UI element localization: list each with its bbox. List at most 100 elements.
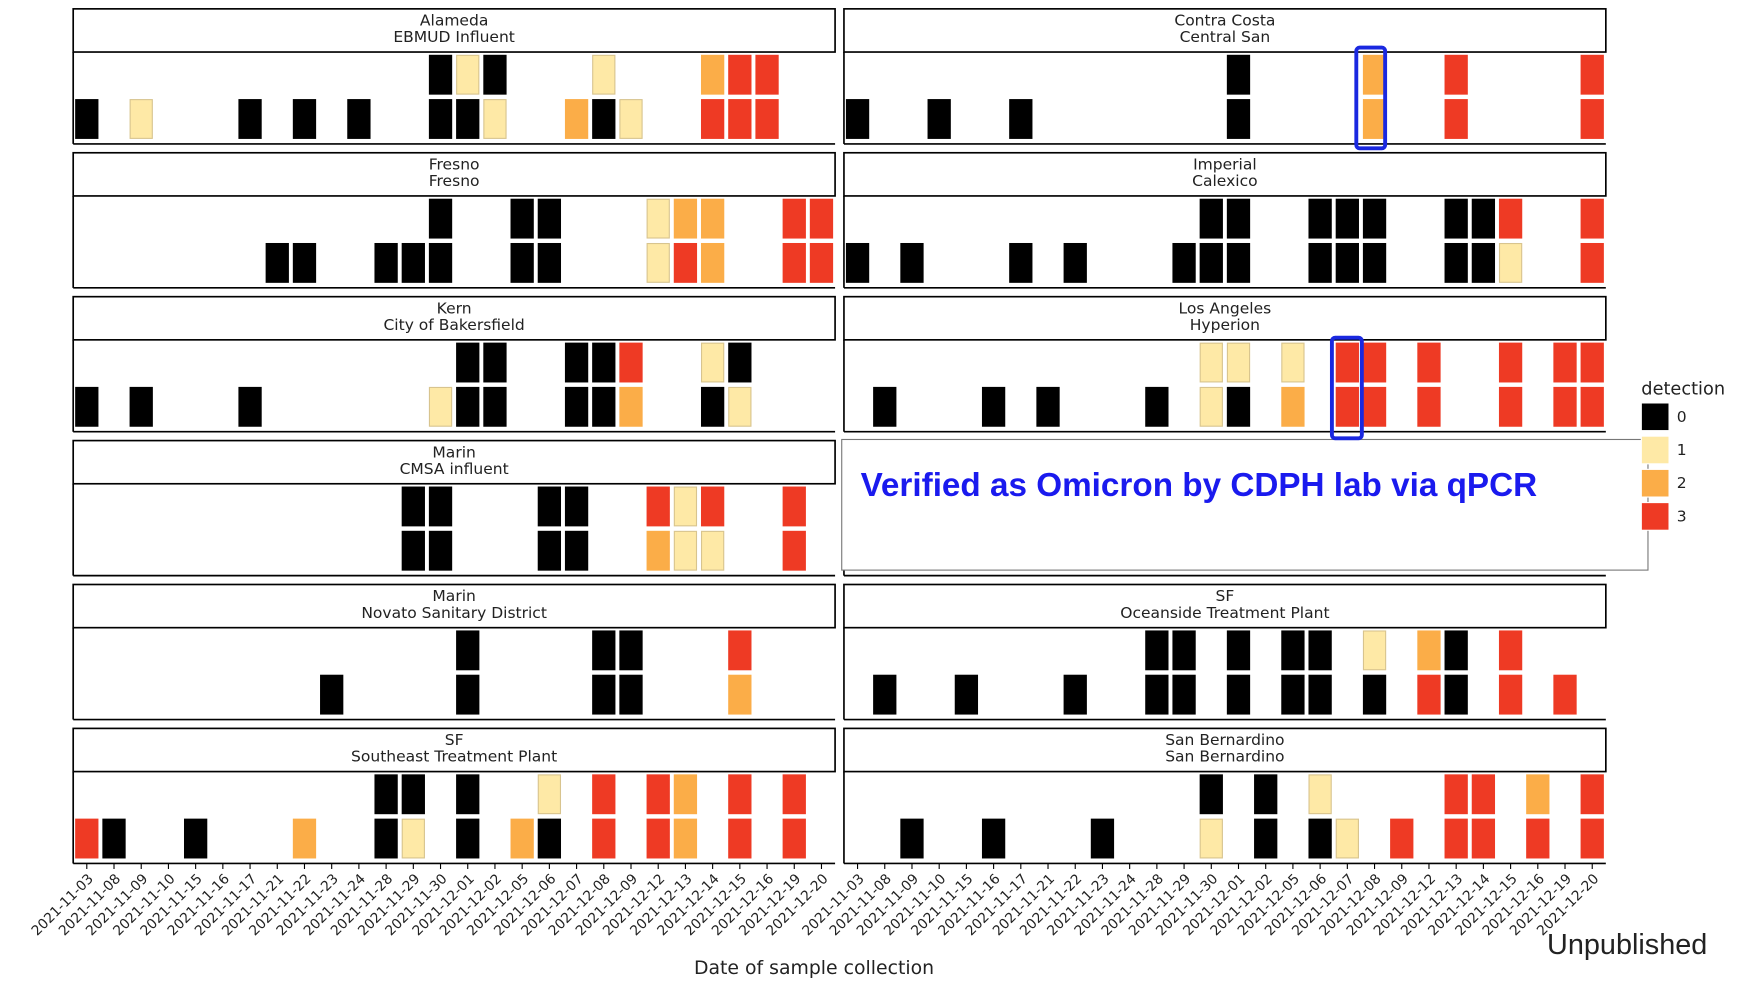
tile: [1145, 674, 1169, 715]
tile: [782, 774, 806, 815]
tile: [1199, 774, 1223, 815]
tile: [456, 630, 480, 671]
tile: [537, 486, 562, 527]
tile: [646, 486, 670, 527]
tile: [1471, 818, 1496, 859]
strip-county: Alameda: [420, 12, 488, 30]
strip: [72, 727, 836, 773]
tile: [782, 486, 806, 527]
tile: [728, 54, 752, 95]
tile: [75, 818, 99, 859]
tile: [673, 198, 698, 239]
tile: [1335, 386, 1359, 427]
tile: [537, 818, 562, 859]
tile: [592, 630, 616, 671]
tile: [564, 342, 589, 383]
tile: [728, 774, 752, 815]
annotation: Verified as Omicron by CDPH lab via qPCR: [861, 467, 1538, 504]
tile: [456, 386, 480, 427]
tile: [1362, 54, 1387, 95]
tile: [1390, 818, 1414, 859]
tile: [1498, 674, 1523, 715]
tile: [1254, 774, 1278, 815]
tile: [1444, 674, 1468, 715]
tile: [1009, 99, 1033, 139]
tile: [1362, 242, 1387, 283]
tile: [75, 386, 99, 427]
tile: [728, 674, 752, 715]
tile: [292, 242, 317, 283]
tile: [1090, 818, 1115, 859]
tile: [401, 818, 425, 859]
tile: [428, 530, 453, 571]
strip-site: Central San: [1180, 28, 1271, 46]
tile: [1308, 774, 1332, 815]
tile: [456, 774, 480, 815]
strip-county: Contra Costa: [1174, 12, 1275, 30]
tile: [537, 198, 562, 239]
tile: [619, 630, 643, 671]
tile: [782, 198, 806, 239]
tile: [646, 818, 670, 859]
legend-label: 2: [1677, 474, 1687, 492]
tile: [700, 198, 725, 239]
tile: [1580, 242, 1604, 283]
tile: [129, 99, 153, 139]
tile: [728, 386, 752, 427]
tile: [1308, 818, 1332, 859]
tile: [510, 198, 534, 239]
tile: [401, 486, 425, 527]
tile: [592, 54, 616, 95]
tile: [700, 486, 725, 527]
tile: [646, 198, 670, 239]
tile: [673, 818, 698, 859]
strip-county: Marin: [432, 587, 475, 605]
tile: [592, 99, 616, 139]
tile: [1580, 54, 1604, 95]
tile: [347, 99, 371, 139]
strip: [72, 295, 836, 341]
tile: [456, 342, 480, 383]
tile: [700, 342, 725, 383]
tile: [1308, 630, 1332, 671]
tile: [238, 99, 262, 139]
legend-label: 3: [1677, 507, 1687, 525]
tile: [1226, 242, 1251, 283]
tile: [374, 818, 398, 859]
tile: [1498, 386, 1523, 427]
strip: [843, 583, 1607, 629]
tile: [456, 674, 480, 715]
tile: [1335, 242, 1359, 283]
tile: [1145, 386, 1169, 427]
tile: [592, 774, 616, 815]
tile: [845, 99, 870, 139]
tile: [456, 99, 480, 139]
note: Unpublished: [1547, 929, 1707, 961]
tile: [1471, 198, 1496, 239]
tile: [673, 774, 698, 815]
tile: [1526, 774, 1550, 815]
tile: [728, 342, 752, 383]
tile: [1199, 386, 1223, 427]
tile: [320, 674, 344, 715]
tile: [1444, 630, 1468, 671]
tile: [1281, 674, 1305, 715]
tile: [1362, 99, 1387, 139]
tile: [673, 486, 698, 527]
strip: [72, 151, 836, 197]
tile: [564, 386, 589, 427]
tile: [183, 818, 208, 859]
tile: [75, 99, 99, 139]
tile: [845, 242, 870, 283]
tile: [1036, 386, 1060, 427]
tile: [1335, 342, 1359, 383]
legend-label: 0: [1677, 408, 1687, 426]
tile: [537, 242, 562, 283]
tile: [782, 818, 806, 859]
